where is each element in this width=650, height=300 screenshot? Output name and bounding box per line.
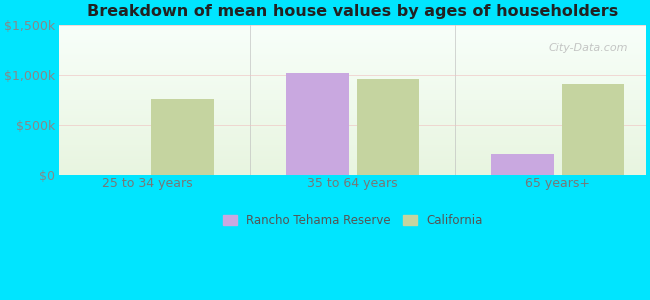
Bar	[357, 79, 419, 175]
Bar	[562, 84, 625, 175]
Bar	[151, 99, 214, 175]
Title: Breakdown of mean house values by ages of householders: Breakdown of mean house values by ages o…	[87, 4, 618, 19]
Bar	[491, 154, 554, 175]
Text: City-Data.com: City-Data.com	[549, 43, 629, 52]
Legend: Rancho Tehama Reserve, California: Rancho Tehama Reserve, California	[218, 209, 488, 232]
Bar	[286, 73, 349, 175]
